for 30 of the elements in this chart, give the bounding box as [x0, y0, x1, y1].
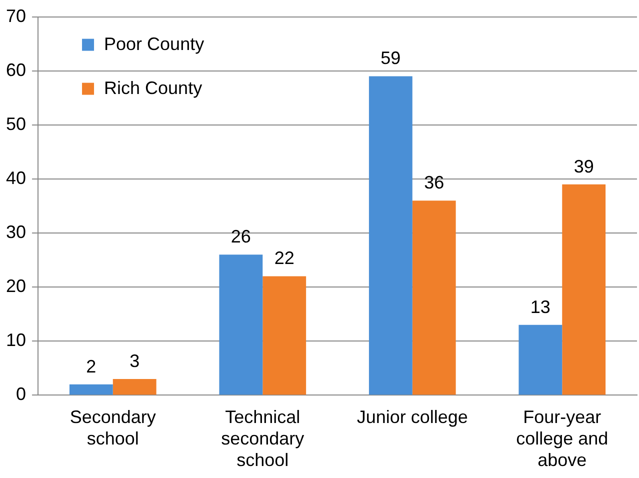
bar	[262, 276, 306, 395]
bar	[562, 184, 606, 395]
legend-label: Poor County	[104, 34, 204, 54]
data-label: 26	[230, 226, 251, 247]
y-tick-label: 50	[6, 114, 26, 134]
bar	[368, 76, 412, 395]
data-label: 36	[424, 172, 444, 193]
bar	[412, 200, 456, 395]
bar	[69, 384, 113, 395]
data-label: 13	[530, 296, 550, 317]
bar	[219, 254, 263, 395]
x-tick-label: Junior college	[356, 406, 468, 427]
data-label: 3	[130, 350, 140, 371]
x-tick-label: Secondary school	[70, 406, 156, 449]
bar	[112, 378, 156, 395]
data-label: 22	[274, 248, 294, 268]
data-label: 2	[86, 356, 96, 376]
data-label: 39	[574, 156, 594, 176]
y-tick-label: 0	[16, 384, 26, 404]
y-tick-label: 70	[6, 6, 26, 26]
y-tick-label: 10	[6, 330, 26, 350]
bar	[518, 324, 562, 395]
legend-label: Rich County	[104, 78, 202, 98]
y-tick-label: 40	[6, 168, 26, 188]
x-tick-label: Four-year college and above	[516, 406, 608, 470]
data-label: 59	[380, 48, 401, 68]
y-tick-label: 30	[6, 222, 26, 242]
y-tick-label: 60	[6, 60, 26, 80]
x-tick-label: Technical secondary school	[221, 406, 304, 470]
y-tick-label: 20	[6, 276, 26, 296]
